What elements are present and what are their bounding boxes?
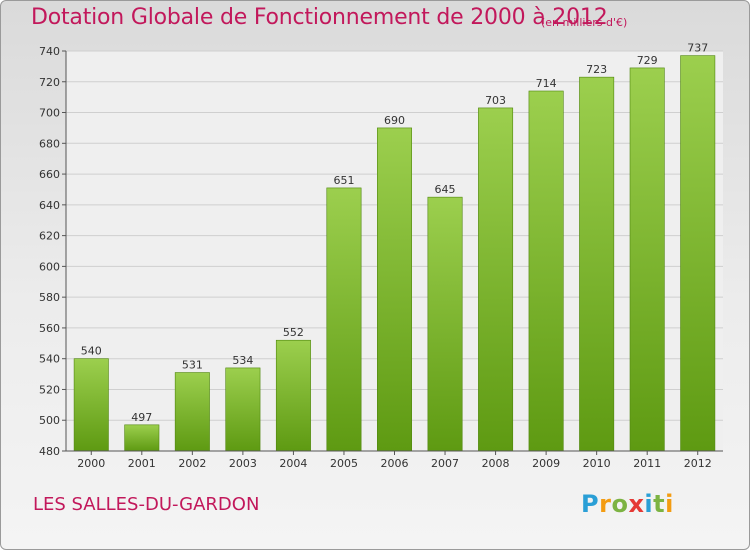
- x-tick-label: 2002: [178, 457, 206, 470]
- bar: [174, 372, 210, 452]
- y-tick-label: 540: [39, 353, 60, 366]
- data-label: 497: [131, 411, 152, 424]
- data-label: 703: [485, 94, 506, 107]
- x-tick-label: 2012: [684, 457, 712, 470]
- proxiti-logo: Proxiti: [581, 490, 674, 518]
- data-label: 729: [637, 54, 658, 67]
- y-tick-label: 620: [39, 230, 60, 243]
- x-tick-label: 2011: [633, 457, 661, 470]
- y-tick-label: 500: [39, 414, 60, 427]
- y-tick-label: 680: [39, 137, 60, 150]
- data-label: 651: [333, 174, 354, 187]
- y-tick-label: 700: [39, 107, 60, 120]
- x-tick-label: 2008: [482, 457, 510, 470]
- data-label: 645: [435, 183, 456, 196]
- y-tick-label: 740: [39, 45, 60, 58]
- units-label: (en milliers d'€): [541, 16, 628, 29]
- data-label: 552: [283, 326, 304, 339]
- data-label: 540: [81, 345, 102, 358]
- x-tick-label: 2000: [77, 457, 105, 470]
- data-label: 534: [232, 354, 253, 367]
- bar: [377, 127, 412, 452]
- x-tick-label: 2009: [532, 457, 560, 470]
- bar: [629, 67, 665, 452]
- x-tick-label: 2006: [381, 457, 409, 470]
- bar: [478, 107, 514, 452]
- y-tick-label: 660: [39, 168, 60, 181]
- bar: [680, 55, 716, 452]
- y-tick-label: 580: [39, 291, 60, 304]
- bar: [225, 367, 261, 452]
- x-tick-label: 2005: [330, 457, 358, 470]
- bar: [326, 187, 362, 452]
- bar: [427, 196, 463, 452]
- bar: [73, 358, 109, 452]
- data-label: 723: [586, 63, 607, 76]
- y-tick-label: 520: [39, 383, 60, 396]
- bar: [275, 339, 311, 452]
- data-label: 690: [384, 114, 405, 127]
- bar: [124, 424, 160, 452]
- x-tick-label: 2010: [583, 457, 611, 470]
- data-label: 714: [536, 77, 557, 90]
- chart-title: Dotation Globale de Fonctionnement de 20…: [31, 5, 608, 30]
- y-tick-label: 560: [39, 322, 60, 335]
- y-tick-label: 720: [39, 76, 60, 89]
- x-tick-label: 2001: [128, 457, 156, 470]
- data-label: 531: [182, 359, 203, 372]
- y-tick-label: 640: [39, 199, 60, 212]
- data-label: 737: [687, 42, 708, 55]
- x-tick-label: 2003: [229, 457, 257, 470]
- x-tick-label: 2004: [279, 457, 307, 470]
- place-name: LES SALLES-DU-GARDON: [33, 494, 260, 515]
- x-tick-label: 2007: [431, 457, 459, 470]
- y-tick-label: 480: [39, 445, 60, 458]
- bar: [579, 76, 615, 452]
- y-tick-label: 600: [39, 260, 60, 273]
- bar: [528, 90, 564, 452]
